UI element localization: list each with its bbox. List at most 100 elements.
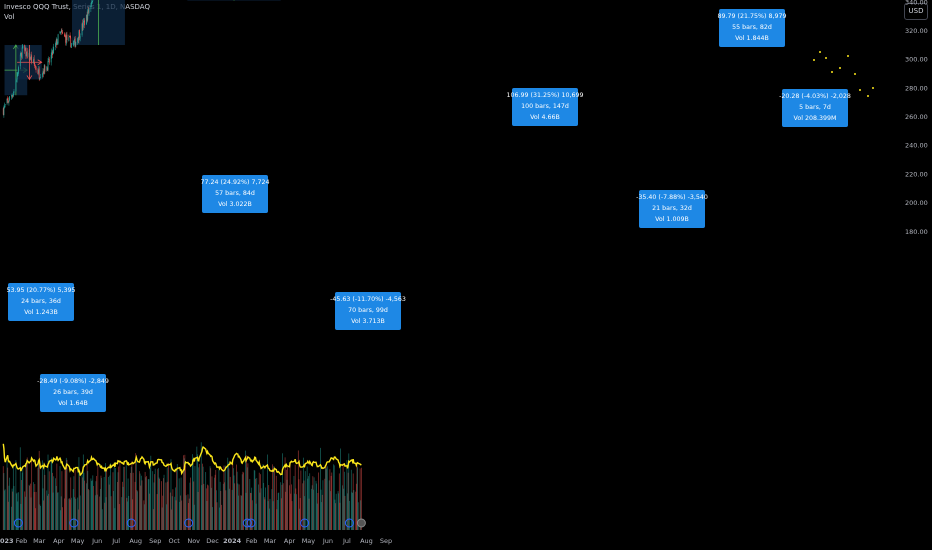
volume-bar [255,503,257,530]
volume-bar [144,504,145,530]
volume-bar [241,474,243,530]
volume-bar [166,467,168,530]
volume-bar [344,495,346,530]
volume-bar [352,473,354,530]
volume-bar [52,472,53,530]
earnings-marker [184,518,194,528]
measure-label-text: Vol 1.844B [735,35,769,42]
volume-label: Vol [4,13,15,21]
volume-bar [308,476,309,530]
volume-bar [203,483,205,530]
volume-bar [225,490,227,530]
volume-bar [343,471,345,530]
volume-bar [148,479,150,530]
volume-bar [251,487,253,530]
volume-bar [22,465,24,530]
volume-bar [284,457,286,530]
price-tick-label: 340.00 [905,0,928,6]
volume-bar [50,458,52,530]
candle-body [79,29,80,38]
volume-bar [309,473,311,530]
volume-bar [101,509,103,530]
volume-bar [29,485,31,530]
volume-bar [77,497,79,530]
volume-bar [64,498,65,530]
candle-body [4,104,6,105]
measure-label-text: -28.49 (-9.08%) -2,849 [37,378,109,385]
candle-body [35,66,37,71]
candle-body [33,58,35,65]
volume-bar [339,502,341,530]
volume-bar [313,477,315,530]
volume-bar [113,490,114,530]
measure-label-text: 55 bars, 82d [732,24,772,31]
volume-bar [60,510,62,530]
volume-bar [338,473,340,530]
candle-body [56,39,58,45]
volume-ma-line [2,443,362,477]
volume-bar [157,469,159,530]
volume-bar [149,467,151,530]
volume-bar [210,487,212,530]
candle-body [29,58,31,60]
volume-bar [90,478,92,530]
volume-bar [101,477,103,530]
projection-dot [839,67,841,69]
candle-body [73,42,75,44]
candle-body [72,43,74,44]
volume-bar [73,476,75,530]
measure-label-text: Vol 208.399M [794,115,837,122]
price-tick-label: 300.00 [905,56,928,64]
candle-body [74,38,76,47]
upcoming-event-marker [356,518,366,528]
volume-bar [38,461,39,530]
volume-bar [93,486,94,530]
candle-body [55,39,57,44]
volume-bar [289,462,291,530]
volume-bar [75,498,77,530]
candle-body [70,37,72,48]
volume-bar [282,453,283,530]
volume-bar [202,466,204,530]
volume-bar [304,496,306,530]
volume-bar [82,454,84,530]
volume-bar [55,485,57,530]
time-tick-label: Jul [111,537,120,545]
volume-bar [214,474,216,530]
currency-button[interactable]: USD [904,3,928,20]
price-tick-label: 280.00 [905,84,928,92]
volume-bar [70,497,72,530]
volume-bar [241,495,242,530]
candle-body [59,31,61,34]
price-tick-label: 200.00 [905,199,928,207]
volume-bar [12,491,14,530]
volume-bar [188,498,190,530]
candle-body [12,93,14,97]
candle-body [34,65,36,67]
volume-bar [277,500,278,530]
earnings-marker [344,518,354,528]
volume-bar [240,495,242,530]
volume-bar [184,454,186,530]
volume-bar [17,492,19,530]
volume-bar [267,454,268,530]
candle-body [55,43,56,48]
volume-bar [174,487,176,530]
candle-body [88,8,90,14]
volume-bar [169,492,171,530]
volume-bar [278,492,280,530]
volume-bar [72,488,74,530]
measure-label-text: Vol 3.713B [351,318,385,325]
volume-bar [262,464,264,530]
candle-body [77,38,79,43]
measure-label [782,89,848,127]
volume-bar [119,462,121,530]
candle-body [42,70,44,74]
volume-bar [193,504,195,530]
volume-bar [134,481,136,530]
earnings-marker [126,518,136,528]
volume-bar [11,488,13,530]
volume-bar [322,480,324,530]
volume-bar [219,507,220,530]
